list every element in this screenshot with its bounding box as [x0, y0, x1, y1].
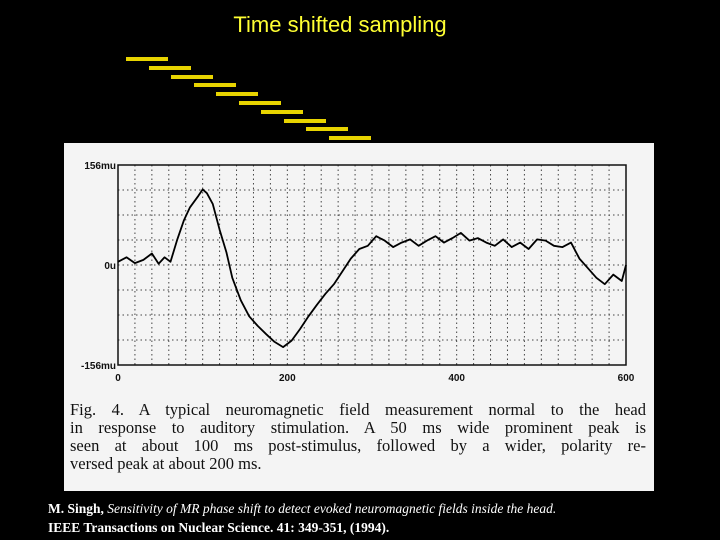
reference-citation: M. Singh, Sensitivity of MR phase shift …	[48, 499, 708, 537]
sampling-window-bar	[216, 92, 258, 97]
x-tick-label: 0	[115, 373, 121, 384]
sampling-window-bar	[148, 65, 191, 70]
caption-line: in response to auditory stimulation. A 5…	[70, 418, 646, 437]
reference-title: Sensitivity of MR phase shift to detect …	[107, 501, 557, 516]
sampling-window-bar	[238, 101, 281, 105]
caption-line: Fig. 4. A typical neuromagnetic field me…	[70, 400, 646, 419]
figure-panel: 156mu 0u -156mu 0 200 400 600 Fig. 4. A typica…	[64, 143, 654, 491]
y-tick-label: -156mu	[81, 361, 116, 372]
sampling-window-bar	[126, 57, 168, 61]
slide-title: Time shifted sampling	[233, 12, 447, 37]
x-tick-label: 400	[448, 373, 465, 384]
sampling-window-bar	[261, 109, 303, 114]
sampling-window-bar	[193, 83, 236, 88]
reference-author: M. Singh,	[48, 501, 104, 516]
caption-line: versed peak at about 200 ms.	[70, 454, 262, 473]
x-tick-label: 600	[618, 373, 635, 384]
y-tick-label: 0u	[104, 261, 116, 272]
sampling-window-bar	[283, 118, 326, 123]
x-tick-label: 200	[279, 373, 296, 384]
sampling-window-bar	[171, 74, 213, 79]
time-shift-staircase	[0, 0, 720, 150]
signal-trace	[117, 188, 627, 349]
sampling-window-bar	[306, 127, 348, 132]
sampling-window-bar	[328, 136, 371, 141]
figure-caption: Fig. 4. A typical neuromagnetic field me…	[70, 401, 646, 473]
y-tick-label: 156mu	[84, 161, 116, 172]
reference-journal: IEEE Transactions on Nuclear Science. 41…	[48, 520, 390, 535]
caption-line: seen at about 100 ms post-stimulus, foll…	[70, 436, 646, 455]
